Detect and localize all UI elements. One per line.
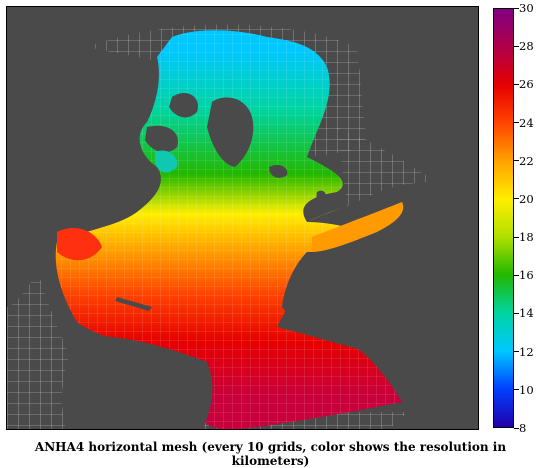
outer-mesh-west <box>7 237 116 429</box>
colorbar-tick <box>514 274 519 276</box>
colorbar-tick <box>514 427 519 429</box>
colorbar-tick <box>514 122 519 124</box>
colorbar-tick <box>514 45 519 47</box>
mediterranean-sea <box>312 202 404 252</box>
colorbar-tick <box>514 312 519 314</box>
colorbar-tick-label: 14 <box>519 306 534 321</box>
gulf-of-mexico <box>57 227 102 261</box>
colorbar-tick <box>514 198 519 200</box>
south-america-landmass <box>61 336 213 429</box>
colorbar-tick <box>514 351 519 353</box>
caribbean-islands <box>115 297 152 311</box>
great-britain <box>316 190 327 207</box>
colorbar-tick-label: 28 <box>519 39 534 54</box>
baffin-island <box>145 125 178 153</box>
map-panel <box>6 6 479 430</box>
colorbar-tick-label: 20 <box>519 191 534 206</box>
colorbar-tick <box>514 389 519 391</box>
hudson-bay <box>155 150 178 173</box>
colorbar-tick <box>514 83 519 85</box>
colorbar-tick-label: 30 <box>519 1 534 15</box>
iceland <box>269 164 288 178</box>
colorbar-tick-label: 18 <box>519 230 534 245</box>
map-caption: ANHA4 horizontal mesh (every 10 grids, c… <box>34 440 507 468</box>
colorbar-tick-label: 26 <box>519 77 534 92</box>
colorbar-tick <box>514 236 519 238</box>
colorbar-tick <box>514 7 519 9</box>
colorbar <box>493 8 514 428</box>
colorbar-tick-label: 24 <box>519 115 534 130</box>
colorbar-tick-label: 16 <box>519 268 534 283</box>
greenland-landmass <box>207 97 254 167</box>
colorbar-tick <box>514 160 519 162</box>
colorbar-tick-label: 10 <box>519 382 534 397</box>
ocean-mesh-map <box>7 7 478 429</box>
arctic-islands <box>169 92 198 118</box>
colorbar-tick-label: 12 <box>519 344 534 359</box>
colorbar-tick-label: 8 <box>519 421 527 435</box>
colorbar-tick-label: 22 <box>519 153 534 168</box>
africa-landmass <box>282 252 441 412</box>
